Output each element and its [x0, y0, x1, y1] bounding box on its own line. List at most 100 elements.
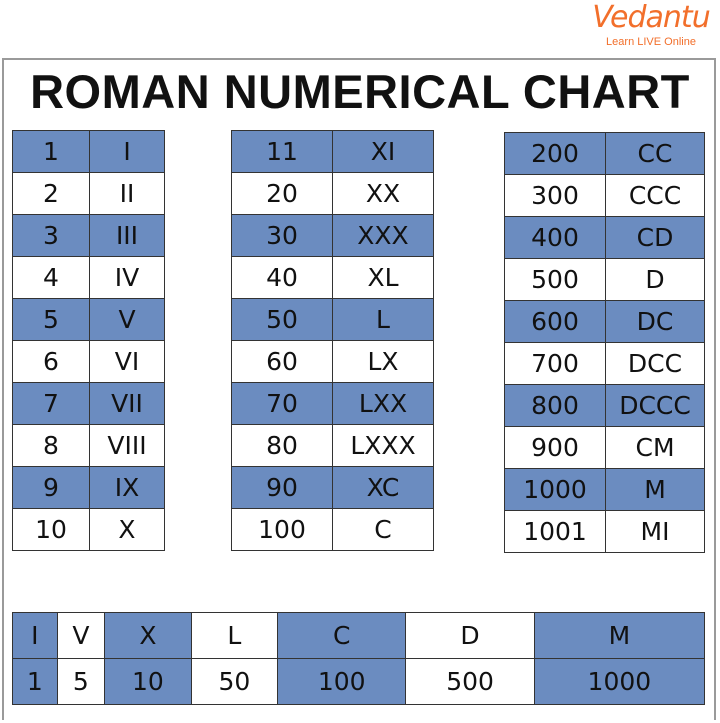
table-row: 60 LX [231, 340, 434, 383]
table-row: 2 II [12, 172, 165, 215]
numeral-cell: CC [605, 132, 705, 175]
numeral-cell: L [332, 298, 434, 341]
symbol-cell: M [533, 612, 706, 659]
value-cell: 5 [56, 658, 106, 705]
numeral-cell: CM [605, 426, 705, 469]
number-cell: 6 [12, 340, 90, 383]
table-row: 11 XI [231, 130, 434, 173]
numeral-cell: X [89, 508, 165, 551]
table-row: 100 C [231, 508, 434, 551]
table-row: 400 CD [504, 216, 705, 259]
numeral-cell: I [89, 130, 165, 173]
table-row: 80 LXXX [231, 424, 434, 467]
value-row: 1 5 10 50 100 500 1000 [12, 658, 706, 705]
table-row: 8 VIII [12, 424, 165, 467]
value-cell: 1000 [533, 658, 706, 705]
table-row: 40 XL [231, 256, 434, 299]
number-cell: 10 [12, 508, 90, 551]
numeral-cell: LXX [332, 382, 434, 425]
number-cell: 30 [231, 214, 333, 257]
number-cell: 40 [231, 256, 333, 299]
number-cell: 1000 [504, 468, 606, 511]
table-row: 6 VI [12, 340, 165, 383]
numeral-cell: VIII [89, 424, 165, 467]
table-row: 7 VII [12, 382, 165, 425]
numeral-table-1: 1 I 2 II 3 III 4 IV 5 V 6 VI 7 VII 8 VIII 9 IX 10 X [12, 130, 165, 551]
numeral-table-3: 200 CC 300 CCC 400 CD 500 D 600 DC 700 DCC 800 DCCC 90… [504, 132, 705, 553]
number-cell: 90 [231, 466, 333, 509]
table-row: 50 L [231, 298, 434, 341]
numeral-cell: XXX [332, 214, 434, 257]
table-row: 3 III [12, 214, 165, 257]
number-cell: 400 [504, 216, 606, 259]
table-row: 1000 M [504, 468, 705, 511]
number-cell: 1 [12, 130, 90, 173]
numeral-cell: VI [89, 340, 165, 383]
numeral-cell: III [89, 214, 165, 257]
symbol-cell: L [190, 612, 279, 659]
page-title: ROMAN NUMERICAL CHART [30, 65, 690, 118]
table-row: 9 IX [12, 466, 165, 509]
number-cell: 700 [504, 342, 606, 385]
symbol-cell: C [277, 612, 407, 659]
table-row: 30 XXX [231, 214, 434, 257]
value-cell: 50 [190, 658, 279, 705]
value-cell: 10 [104, 658, 192, 705]
numeral-table-2: 11 XI 20 XX 30 XXX 40 XL 50 L 60 LX 70 LXX 80 LXXX 90 XC 1… [231, 130, 434, 551]
numeral-cell: XX [332, 172, 434, 215]
table-row: 1001 MI [504, 510, 705, 553]
chart-frame [2, 58, 716, 720]
symbol-cell: V [56, 612, 106, 659]
numeral-cell: XI [332, 130, 434, 173]
table-row: 600 DC [504, 300, 705, 343]
numeral-cell: C [332, 508, 434, 551]
table-row: 800 DCCC [504, 384, 705, 427]
table-row: 10 X [12, 508, 165, 551]
number-cell: 20 [231, 172, 333, 215]
symbol-cell: X [104, 612, 192, 659]
number-cell: 80 [231, 424, 333, 467]
value-cell: 1 [12, 658, 58, 705]
number-cell: 800 [504, 384, 606, 427]
numeral-cell: M [605, 468, 705, 511]
number-cell: 50 [231, 298, 333, 341]
number-cell: 60 [231, 340, 333, 383]
table-row: 300 CCC [504, 174, 705, 217]
table-row: 20 XX [231, 172, 434, 215]
symbol-cell: D [405, 612, 535, 659]
numeral-cell: CD [605, 216, 705, 259]
numeral-cell: XC [332, 466, 434, 509]
numeral-cell: MI [605, 510, 705, 553]
symbol-cell: I [12, 612, 58, 659]
numeral-cell: DCC [605, 342, 705, 385]
numeral-cell: VII [89, 382, 165, 425]
value-cell: 100 [277, 658, 407, 705]
number-cell: 100 [231, 508, 333, 551]
numeral-cell: D [605, 258, 705, 301]
number-cell: 600 [504, 300, 606, 343]
vedantu-logo: Vedantu Learn LIVE Online [586, 0, 716, 48]
number-cell: 1001 [504, 510, 606, 553]
number-cell: 900 [504, 426, 606, 469]
number-cell: 4 [12, 256, 90, 299]
value-cell: 500 [405, 658, 535, 705]
numeral-cell: XL [332, 256, 434, 299]
table-row: 70 LXX [231, 382, 434, 425]
numeral-cell: V [89, 298, 165, 341]
table-row: 200 CC [504, 132, 705, 175]
table-row: 90 XC [231, 466, 434, 509]
number-cell: 11 [231, 130, 333, 173]
table-row: 500 D [504, 258, 705, 301]
number-cell: 70 [231, 382, 333, 425]
numeral-cell: II [89, 172, 165, 215]
number-cell: 2 [12, 172, 90, 215]
numeral-cell: IV [89, 256, 165, 299]
number-cell: 7 [12, 382, 90, 425]
table-row: 700 DCC [504, 342, 705, 385]
numeral-cell: LX [332, 340, 434, 383]
number-cell: 8 [12, 424, 90, 467]
logo-tagline: Learn LIVE Online [606, 36, 696, 48]
